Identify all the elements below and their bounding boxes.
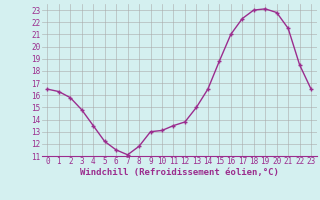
X-axis label: Windchill (Refroidissement éolien,°C): Windchill (Refroidissement éolien,°C) [80, 168, 279, 177]
